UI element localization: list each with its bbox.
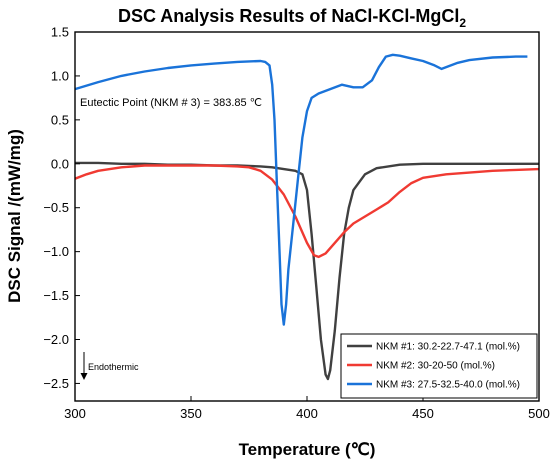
legend-box [340,333,538,399]
legend-label-nkm1: NKM #1: 30.2-22.7-47.1 (mol.%) [376,342,520,353]
y-tick-label: −0.5 [43,200,69,215]
y-tick-label: 1.5 [51,25,69,40]
y-axis-label: DSC Signal /(mW/mg) [5,129,24,303]
x-axis-label: Temperature (℃) [239,440,376,459]
y-tick-label: −1.0 [43,244,69,259]
chart-title: DSC Analysis Results of NaCl-KCl-MgCl2 [118,6,466,30]
series-line-nkm2 [75,164,539,259]
endothermic-label: Endothermic [88,362,139,372]
y-tick-label: −2.0 [43,332,69,347]
x-tick-label: 400 [296,406,318,421]
y-tick-label: 0.5 [51,112,69,127]
y-tick-label: −2.5 [43,376,69,391]
x-tick-label: 300 [64,406,86,421]
eutectic-annotation: Eutectic Point (NKM # 3) = 383.85 ℃ [80,97,262,109]
y-tick-label: 1.0 [51,68,69,83]
endothermic-indicator: Endothermic [80,352,139,380]
legend-label-nkm3: NKM #3: 27.5-32.5-40.0 (mol.%) [376,380,520,391]
legend: NKM #1: 30.2-22.7-47.1 (mol.%) NKM #2: 30… [340,333,538,399]
title-subscript: 2 [459,16,466,30]
series-line-nkm3 [75,53,528,326]
y-tick-label: −1.5 [43,288,69,303]
x-tick-label: 450 [412,406,434,421]
ticks-layer: 300 350 400 450 500 1.5 1.0 0.5 0.0 −0.5 −1.0 −1.5 −… [43,25,550,422]
legend-label-nkm2: NKM #2: 30-20-50 (mol.%) [376,361,495,372]
y-tick-label: 0.0 [51,156,69,171]
x-tick-label: 350 [180,406,202,421]
series-layer [75,53,539,381]
x-tick-label: 500 [528,406,550,421]
arrow-down-icon [80,373,88,380]
